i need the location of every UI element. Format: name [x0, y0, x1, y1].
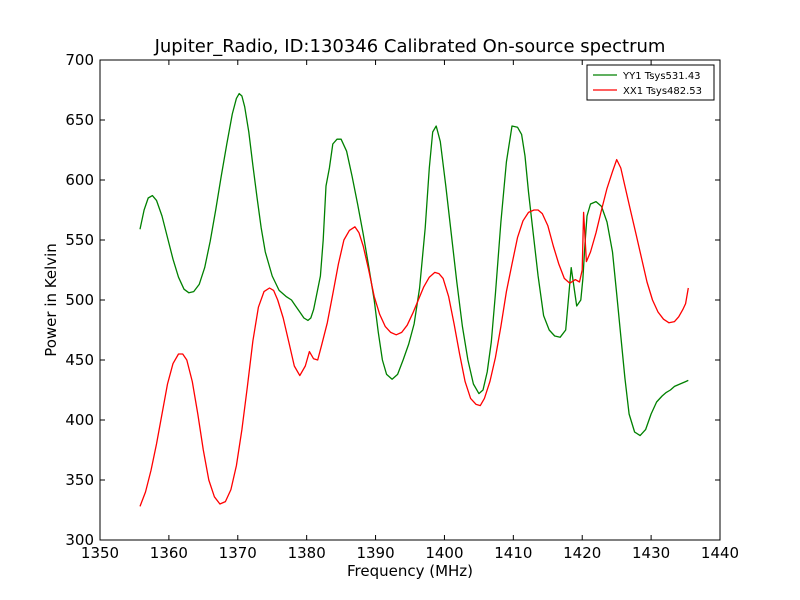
y-tick-label: 650	[65, 111, 94, 129]
x-tick-label: 1370	[219, 544, 257, 562]
y-tick-label: 500	[65, 291, 94, 309]
x-tick-label: 1380	[288, 544, 326, 562]
y-tick-label: 700	[65, 51, 94, 69]
chart-title: Jupiter_Radio, ID:130346 Calibrated On-s…	[154, 36, 666, 57]
x-axis-label: Frequency (MHz)	[347, 562, 473, 580]
x-tick-label: 1390	[356, 544, 394, 562]
plot-area: 1350 1360 1370 1380 1390 1400 1410 1420 1430 1440…	[65, 51, 739, 562]
y-tick-label: 450	[65, 351, 94, 369]
y-axis-label: Power in Kelvin	[42, 243, 60, 357]
legend: YY1 Tsys531.43 XX1 Tsys482.53	[586, 64, 715, 101]
x-tick-label: 1360	[150, 544, 188, 562]
x-tick-label: 1440	[701, 544, 739, 562]
y-tick-label: 300	[65, 531, 94, 549]
y-tick-label: 400	[65, 411, 94, 429]
x-tick-label: 1420	[563, 544, 601, 562]
legend-label-1: YY1 Tsys531.43	[622, 71, 701, 82]
y-tick-label: 350	[65, 471, 94, 489]
series-line-2	[139, 158, 689, 507]
legend-box	[586, 64, 715, 101]
x-tick-label: 1410	[494, 544, 532, 562]
y-tick-label: 550	[65, 231, 94, 249]
legend-label-2: XX1 Tsys482.53	[623, 86, 702, 97]
y-tick-label: 600	[65, 171, 94, 189]
x-tick-label: 1350	[81, 544, 119, 562]
x-tick-label: 1430	[632, 544, 670, 562]
x-tick-label: 1400	[425, 544, 463, 562]
series-line-1	[139, 92, 689, 437]
